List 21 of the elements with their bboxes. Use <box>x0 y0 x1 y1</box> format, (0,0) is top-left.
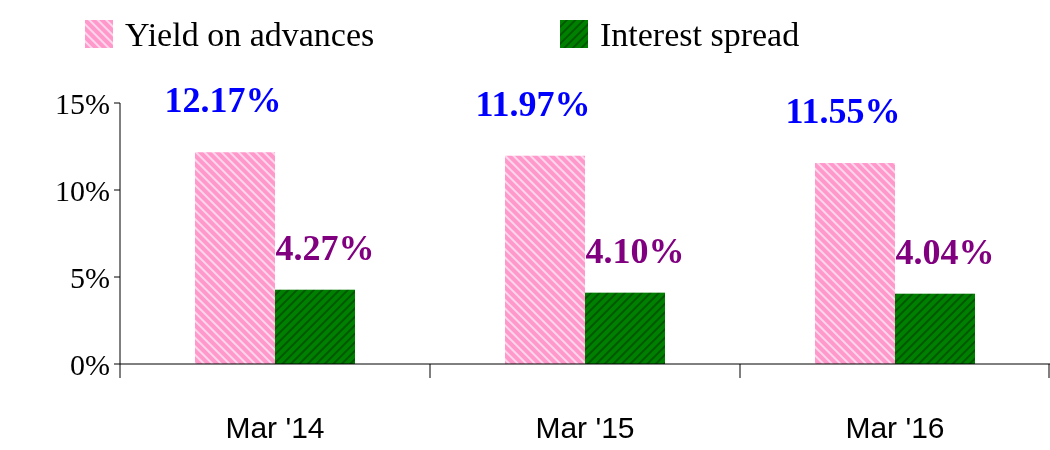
data-label: 4.04% <box>895 231 995 272</box>
bar <box>895 293 975 364</box>
legend-label: Interest spread <box>600 15 800 53</box>
data-label: 11.97% <box>475 83 591 124</box>
y-tick-label: 0% <box>70 347 110 381</box>
bar <box>815 163 895 364</box>
x-tick-label: Mar '14 <box>225 411 325 444</box>
data-label: 4.27% <box>275 227 375 268</box>
y-tick-label: 10% <box>55 173 110 207</box>
data-label: 11.55% <box>785 91 901 132</box>
bar <box>505 155 585 364</box>
x-tick-label: Mar '15 <box>535 411 635 444</box>
y-tick-label: 5% <box>70 260 110 294</box>
data-label: 12.17% <box>164 80 282 121</box>
legend-label: Yield on advances <box>125 15 375 53</box>
x-tick-label: Mar '16 <box>845 411 945 444</box>
bar <box>195 152 275 364</box>
bar <box>275 289 355 364</box>
y-tick-label: 15% <box>55 86 110 120</box>
data-label: 4.10% <box>585 230 685 271</box>
bar <box>585 292 665 364</box>
